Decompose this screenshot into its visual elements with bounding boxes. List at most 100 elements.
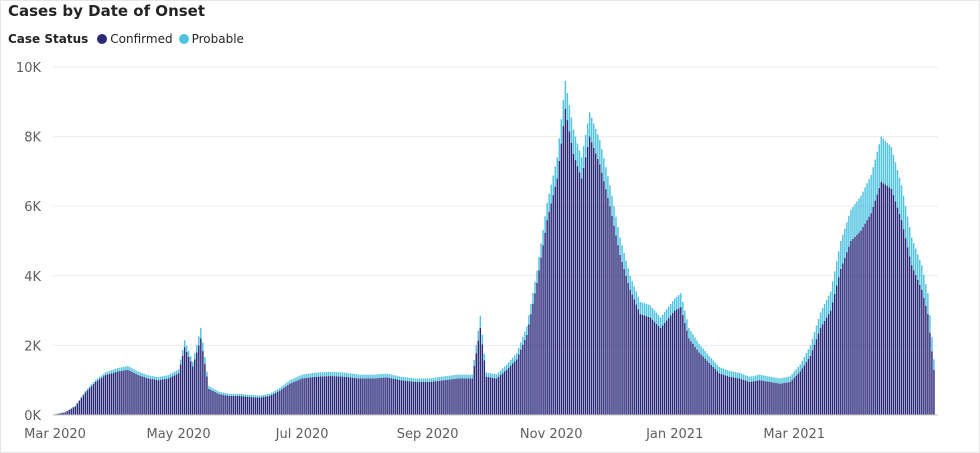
bar-confirmed[interactable] bbox=[246, 396, 249, 415]
bar-probable[interactable] bbox=[115, 368, 117, 373]
bar-probable[interactable] bbox=[483, 353, 486, 361]
bar-confirmed[interactable] bbox=[860, 230, 862, 415]
bar-confirmed[interactable] bbox=[86, 390, 89, 415]
bar-confirmed[interactable] bbox=[690, 341, 692, 415]
bar-confirmed[interactable] bbox=[708, 362, 710, 415]
bar-probable[interactable] bbox=[390, 374, 392, 379]
bar-probable[interactable] bbox=[698, 343, 700, 353]
bar-confirmed[interactable] bbox=[232, 395, 234, 415]
bar-probable[interactable] bbox=[266, 394, 269, 397]
bar-probable[interactable] bbox=[914, 248, 917, 276]
bar-probable[interactable] bbox=[307, 373, 309, 378]
legend-item-confirmed[interactable]: Confirmed bbox=[97, 32, 173, 46]
bar-probable[interactable] bbox=[467, 374, 469, 379]
bar-probable[interactable] bbox=[700, 346, 702, 355]
bar-probable[interactable] bbox=[759, 374, 761, 381]
bar-confirmed[interactable] bbox=[556, 178, 558, 415]
bar-confirmed[interactable] bbox=[599, 164, 601, 415]
bar-probable[interactable] bbox=[868, 179, 870, 217]
bar-confirmed[interactable] bbox=[175, 374, 178, 415]
bar-confirmed[interactable] bbox=[655, 323, 658, 415]
bar-confirmed[interactable] bbox=[139, 375, 141, 415]
bar-confirmed[interactable] bbox=[892, 195, 895, 415]
bar-probable[interactable] bbox=[815, 325, 818, 340]
bar-confirmed[interactable] bbox=[483, 360, 486, 415]
bar-probable[interactable] bbox=[833, 271, 836, 294]
bar-confirmed[interactable] bbox=[398, 379, 401, 415]
bar-confirmed[interactable] bbox=[773, 382, 775, 415]
bar-confirmed[interactable] bbox=[846, 252, 848, 415]
bar-probable[interactable] bbox=[388, 374, 390, 378]
bar-probable[interactable] bbox=[755, 375, 757, 381]
bar-probable[interactable] bbox=[769, 376, 771, 382]
bar-probable[interactable] bbox=[726, 370, 729, 377]
bar-probable[interactable] bbox=[246, 394, 249, 397]
bar-confirmed[interactable] bbox=[548, 211, 550, 415]
bar-confirmed[interactable] bbox=[435, 381, 437, 415]
bar-probable[interactable] bbox=[285, 383, 287, 387]
bar-confirmed[interactable] bbox=[572, 154, 575, 415]
bar-confirmed[interactable] bbox=[495, 378, 498, 415]
bar-probable[interactable] bbox=[787, 376, 789, 383]
bar-confirmed[interactable] bbox=[268, 395, 271, 415]
bar-confirmed[interactable] bbox=[619, 254, 621, 415]
bar-confirmed[interactable] bbox=[212, 390, 214, 415]
bar-probable[interactable] bbox=[886, 142, 889, 187]
bar-confirmed[interactable] bbox=[96, 380, 99, 415]
bar-probable[interactable] bbox=[102, 373, 105, 377]
bar-confirmed[interactable] bbox=[840, 268, 842, 415]
bar-confirmed[interactable] bbox=[854, 236, 856, 415]
bar-probable[interactable] bbox=[345, 372, 348, 377]
bar-probable[interactable] bbox=[127, 365, 129, 370]
bar-confirmed[interactable] bbox=[613, 225, 615, 415]
bar-probable[interactable] bbox=[380, 374, 382, 378]
bar-probable[interactable] bbox=[704, 350, 706, 359]
bar-confirmed[interactable] bbox=[129, 370, 131, 415]
bar-confirmed[interactable] bbox=[80, 397, 83, 415]
bar-probable[interactable] bbox=[653, 310, 656, 322]
bar-probable[interactable] bbox=[823, 303, 826, 322]
bar-confirmed[interactable] bbox=[412, 381, 415, 415]
bar-confirmed[interactable] bbox=[868, 216, 870, 415]
bar-confirmed[interactable] bbox=[321, 376, 324, 415]
bar-confirmed[interactable] bbox=[795, 375, 797, 415]
bar-probable[interactable] bbox=[386, 373, 388, 378]
bar-probable[interactable] bbox=[329, 371, 332, 377]
bar-confirmed[interactable] bbox=[507, 367, 510, 415]
bar-confirmed[interactable] bbox=[133, 372, 135, 415]
bar-confirmed[interactable] bbox=[649, 317, 652, 415]
bar-confirmed[interactable] bbox=[218, 394, 220, 415]
bar-confirmed[interactable] bbox=[256, 397, 259, 415]
bar-probable[interactable] bbox=[94, 379, 97, 382]
bar-probable[interactable] bbox=[878, 144, 880, 189]
bar-confirmed[interactable] bbox=[111, 373, 113, 415]
bar-confirmed[interactable] bbox=[366, 378, 368, 415]
bar-probable[interactable] bbox=[305, 374, 307, 378]
bar-confirmed[interactable] bbox=[337, 376, 340, 415]
bar-probable[interactable] bbox=[811, 338, 814, 351]
bar-confirmed[interactable] bbox=[540, 257, 542, 415]
bar-confirmed[interactable] bbox=[270, 394, 273, 415]
bar-confirmed[interactable] bbox=[813, 344, 816, 415]
bar-confirmed[interactable] bbox=[293, 381, 295, 415]
bar-confirmed[interactable] bbox=[827, 314, 830, 415]
bar-probable[interactable] bbox=[351, 373, 354, 378]
bar-confirmed[interactable] bbox=[603, 181, 605, 415]
bar-probable[interactable] bbox=[416, 378, 419, 382]
bar-probable[interactable] bbox=[194, 353, 196, 360]
bar-probable[interactable] bbox=[574, 136, 577, 161]
bar-confirmed[interactable] bbox=[696, 349, 698, 415]
bar-confirmed[interactable] bbox=[339, 376, 342, 415]
bar-probable[interactable] bbox=[548, 193, 550, 212]
bar-probable[interactable] bbox=[189, 356, 192, 362]
bar-confirmed[interactable] bbox=[931, 351, 933, 415]
bar-confirmed[interactable] bbox=[783, 382, 785, 415]
bar-probable[interactable] bbox=[923, 274, 925, 298]
bar-confirmed[interactable] bbox=[331, 376, 334, 415]
bar-confirmed[interactable] bbox=[874, 200, 876, 415]
bar-probable[interactable] bbox=[864, 187, 866, 224]
bar-confirmed[interactable] bbox=[333, 376, 336, 415]
bar-confirmed[interactable] bbox=[329, 376, 332, 415]
bar-probable[interactable] bbox=[406, 377, 409, 381]
bar-probable[interactable] bbox=[595, 128, 597, 154]
